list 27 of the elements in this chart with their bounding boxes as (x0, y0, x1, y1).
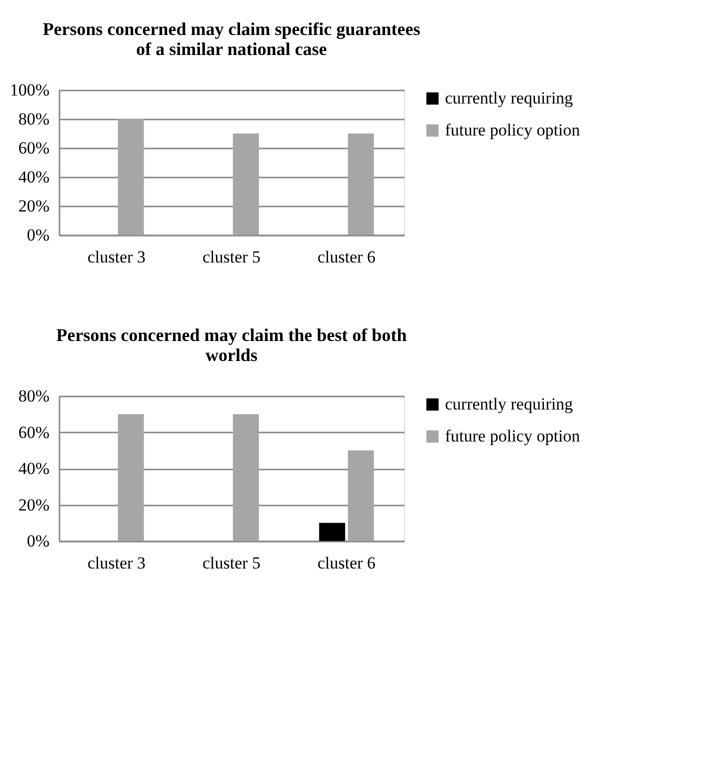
legend-label: future policy option (445, 426, 581, 446)
y-tick-label: 20% (18, 495, 50, 514)
y-tick-label: 60% (18, 422, 50, 442)
bar (232, 414, 259, 541)
x-tick-label: cluster 3 (87, 554, 146, 572)
bar (348, 450, 374, 541)
y-tick-label: 60% (18, 138, 50, 158)
x-tick-label: cluster 5 (202, 554, 261, 572)
y-tick-label: 40% (18, 459, 50, 478)
y-tick-label: 80% (18, 386, 50, 406)
y-tick-label: 0% (26, 532, 50, 550)
legend-label: currently requiring (445, 394, 574, 414)
y-tick-label: 80% (18, 110, 50, 128)
legend-label: currently requiring (445, 88, 574, 108)
y-tick-label: 100% (10, 80, 50, 100)
chart-title: Persons concerned may claim specific guarantees of a similar national case (42, 19, 420, 59)
y-tick-label: 20% (18, 196, 50, 216)
legend-label: future policy option (445, 120, 581, 140)
chart-title: Persons concerned may claim the best of both worlds (56, 325, 407, 365)
y-tick-label: 40% (18, 168, 50, 186)
x-tick-label: cluster 5 (202, 248, 261, 266)
bar (319, 522, 346, 541)
y-tick-label: 0% (26, 226, 50, 244)
x-tick-label: cluster 6 (317, 248, 376, 266)
bar (118, 414, 144, 541)
x-tick-label: cluster 3 (87, 248, 146, 266)
x-tick-label: cluster 6 (317, 554, 376, 572)
